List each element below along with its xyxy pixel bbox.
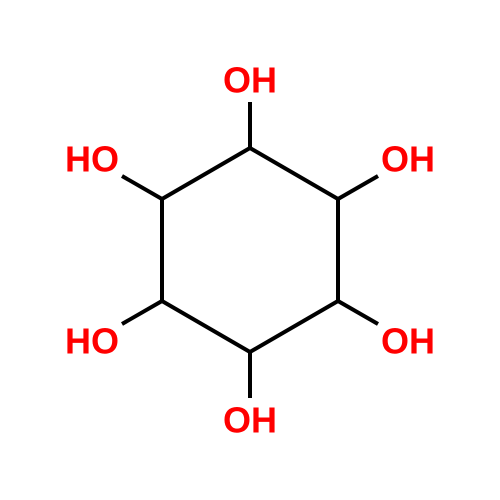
hydroxyl-label: OH bbox=[223, 400, 277, 441]
bond-line bbox=[250, 148, 338, 199]
bond-group bbox=[122, 102, 378, 398]
hydroxyl-label: OH bbox=[381, 139, 435, 180]
hydroxyl-label: OH bbox=[223, 60, 277, 101]
bond-line bbox=[250, 301, 338, 352]
bond-line bbox=[122, 301, 162, 324]
bond-line bbox=[162, 148, 250, 199]
hydroxyl-label: HO bbox=[65, 139, 119, 180]
bond-line bbox=[162, 301, 250, 352]
bond-line bbox=[122, 176, 162, 199]
bond-line bbox=[338, 176, 378, 199]
hydroxyl-label: OH bbox=[381, 321, 435, 362]
molecule-diagram: OH OH OH OH HO HO bbox=[0, 0, 500, 500]
hydroxyl-label: HO bbox=[65, 321, 119, 362]
bond-line bbox=[338, 301, 378, 324]
